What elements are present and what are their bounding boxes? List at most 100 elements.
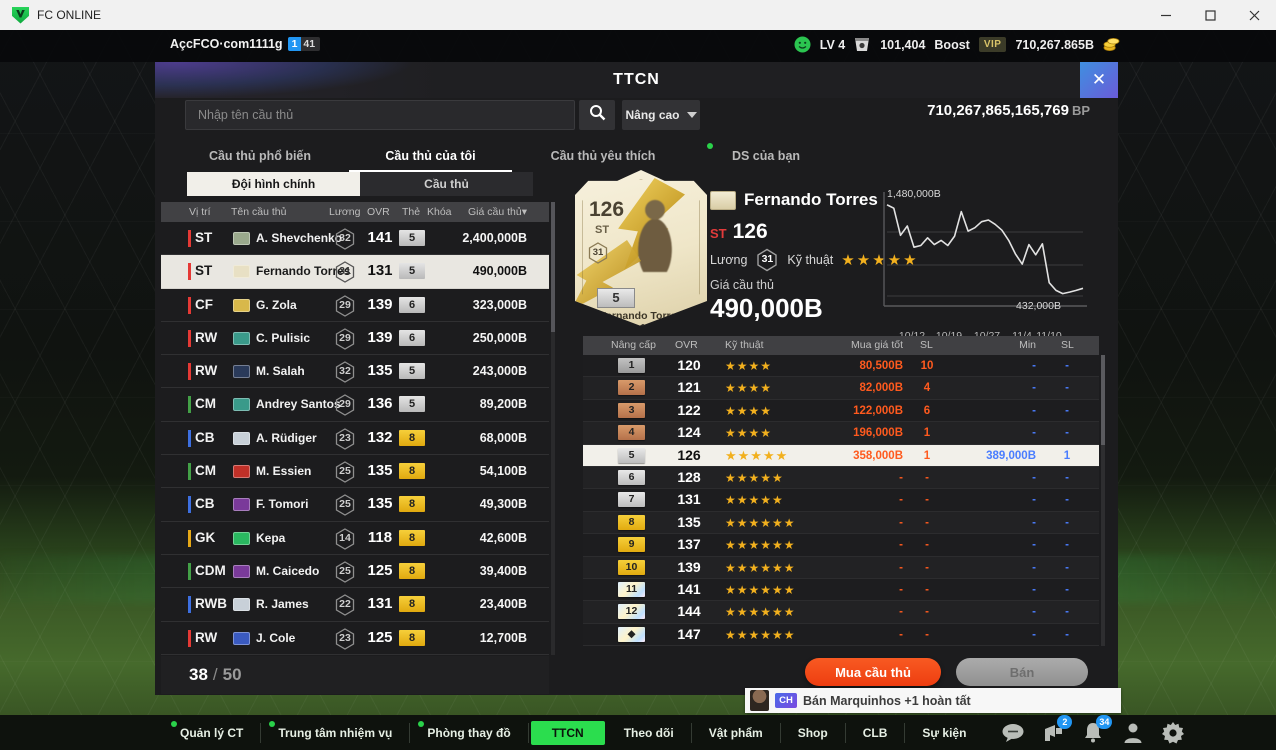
nav-item-vật-phẩm[interactable]: Vật phẩm <box>692 722 781 743</box>
card-border <box>582 179 700 316</box>
close-window-button[interactable] <box>1232 0 1276 30</box>
player-row[interactable]: CM Andrey Santos 29 136 5 89,200B <box>161 388 549 422</box>
card-level-badge: 8 <box>399 463 425 480</box>
advanced-filter-button[interactable]: Nâng cao <box>622 100 700 130</box>
sell-button[interactable]: Bán <box>956 658 1088 686</box>
subtab-2[interactable]: Cầu thủ <box>360 172 533 196</box>
player-table-scrollbar[interactable] <box>551 202 555 655</box>
tab-label: Cầu thủ yêu thích <box>550 149 656 163</box>
player-row[interactable]: CB F. Tomori 25 135 8 49,300B <box>161 488 549 522</box>
nav-item-theo-dõi[interactable]: Theo dõi <box>607 722 692 743</box>
tab-3[interactable]: Cầu thủ yêu thích <box>538 142 668 170</box>
upgrade-row[interactable]: 10 139 ★★★★★★ - - - - <box>583 556 1099 579</box>
chat-icon[interactable] <box>1001 721 1025 745</box>
player-name: F. Tomori <box>256 497 309 512</box>
card-level-badge: 6 <box>399 296 425 313</box>
player-row[interactable]: ST A. Shevchenko 32 141 5 2,400,000B <box>161 222 549 256</box>
min-price: - <box>1032 382 1036 395</box>
fc-points-value: 101,404 <box>880 37 926 52</box>
broadcast-icon[interactable]: 2 <box>1041 714 1073 745</box>
position-color-bar <box>188 296 191 314</box>
column-header[interactable]: Giá cầu thủ▾ <box>468 206 527 218</box>
settings-gear-icon[interactable] <box>1161 721 1185 745</box>
upgrade-row[interactable]: 5 126 ★★★★★ 358,000B 1 389,000B 1 <box>583 444 1099 467</box>
player-row[interactable]: GK Kepa 14 118 8 42,600B <box>161 521 549 555</box>
tab-1[interactable]: Cầu thủ phổ biến <box>185 142 335 170</box>
upgrade-row[interactable]: 12 144 ★★★★★★ - - - - <box>583 601 1099 624</box>
close-icon[interactable]: ✕ <box>1080 62 1118 98</box>
buy-player-button[interactable]: Mua cầu thủ <box>805 658 941 686</box>
notification-dot <box>418 720 425 727</box>
bell-icon[interactable]: 34 <box>1081 714 1113 745</box>
min-price: - <box>1032 404 1036 417</box>
nav-item-trung-tâm-nhiệm-vụ[interactable]: Trung tâm nhiệm vụ <box>261 720 411 743</box>
upgrade-row[interactable]: 11 141 ★★★★★★ - - - - <box>583 578 1099 602</box>
position-color-bar <box>188 529 191 547</box>
player-row[interactable]: RW J. Cole 23 125 8 12,700B <box>161 621 549 655</box>
maximize-button[interactable] <box>1188 0 1232 30</box>
player-row[interactable]: RW M. Salah 32 135 5 243,000B <box>161 355 549 389</box>
player-position: RWB <box>195 596 227 612</box>
notification-card-badge: CH <box>775 693 797 708</box>
boost-label[interactable]: Boost <box>934 37 970 52</box>
buy-quantity: 1 <box>923 427 931 440</box>
player-row[interactable]: RW C. Pulisic 29 139 6 250,000B <box>161 321 549 356</box>
upgrade-ovr: 135 <box>677 513 701 530</box>
profile-icon[interactable] <box>1121 721 1145 745</box>
card-wage-hexagon: 31 <box>587 242 609 264</box>
minimize-button[interactable] <box>1144 0 1188 30</box>
coins-icon <box>1103 36 1120 53</box>
player-ovr: 118 <box>367 528 393 546</box>
upgrade-table-scroll-thumb[interactable] <box>1101 355 1105 445</box>
balance-value: 710,267.865B <box>1015 37 1094 52</box>
upgrade-ovr: 147 <box>677 625 701 642</box>
upgrade-row[interactable]: 3 122 ★★★★ 122,000B 6 - - <box>583 399 1099 423</box>
transfer-market-modal: TTCN ✕ Nhập tên cầu thủ Nâng cao 710,267… <box>155 62 1118 695</box>
nav-item-ttcn[interactable]: TTCN <box>530 720 605 745</box>
subtab-1[interactable]: Đội hình chính <box>187 172 360 196</box>
card-type-icon <box>233 232 250 245</box>
nav-item-sự-kiện[interactable]: Sự kiện <box>905 723 983 743</box>
vip-badge[interactable]: VIP <box>978 37 1007 52</box>
upgrade-row[interactable]: 9 137 ★★★★★★ - - - - <box>583 534 1099 557</box>
card-type-icon <box>233 498 250 512</box>
player-row[interactable]: ST Fernando Torres 31 131 5 490,000B <box>161 255 549 289</box>
player-row[interactable]: CM M. Essien 25 135 8 54,100B <box>161 455 549 489</box>
player-table-scroll-thumb[interactable] <box>551 202 555 332</box>
min-quantity: - <box>1065 404 1069 417</box>
player-price: 12,700B <box>479 630 527 645</box>
position-color-bar <box>188 463 191 481</box>
upgrade-row[interactable]: 6 128 ★★★★★ - - - - <box>583 466 1099 490</box>
upgrade-level-badge: 1 <box>618 358 645 373</box>
best-buy-price: 82,000B <box>859 382 903 395</box>
player-row[interactable]: CDM M. Caicedo 25 125 8 39,400B <box>161 554 549 589</box>
nav-item-phòng-thay-đồ[interactable]: Phòng thay đồ <box>410 720 529 743</box>
nav-item-quản-lý-ct[interactable]: Quản lý CT <box>163 720 262 743</box>
player-position: CDM <box>195 562 226 578</box>
notification-toast[interactable]: CH Bán Marquinhos +1 hoàn tất <box>745 688 1121 713</box>
upgrade-row[interactable]: 2 121 ★★★★ 82,000B 4 - - <box>583 377 1099 400</box>
skill-stars: ★★★★★ <box>725 470 784 485</box>
nav-item-clb[interactable]: CLB <box>846 722 906 743</box>
upgrade-row[interactable]: 7 131 ★★★★★ - - - - <box>583 489 1099 512</box>
tab-2[interactable]: Cầu thủ của tôi <box>349 142 512 172</box>
player-ovr: 141 <box>367 229 393 246</box>
tab-label: DS của bạn <box>731 149 801 163</box>
tab-4[interactable]: DS của bạn <box>707 142 816 170</box>
player-row[interactable]: CB A. Rüdiger 23 132 8 68,000B <box>161 421 549 456</box>
upgrade-ovr: 144 <box>677 603 701 620</box>
upgrade-row[interactable]: 4 124 ★★★★ 196,000B 1 - - <box>583 422 1099 445</box>
player-row[interactable]: RWB R. James 22 131 8 23,400B <box>161 588 549 622</box>
player-row[interactable]: CF G. Zola 29 139 6 323,000B <box>161 288 549 322</box>
upgrade-row[interactable]: 1 120 ★★★★ 80,500B 10 - - <box>583 355 1099 378</box>
search-button[interactable] <box>579 100 615 130</box>
upgrade-table-scrollbar[interactable] <box>1101 355 1105 646</box>
buy-quantity: - <box>925 494 929 507</box>
upgrade-row[interactable]: 8 135 ★★★★★★ - - - - <box>583 511 1099 535</box>
nav-item-shop[interactable]: Shop <box>781 722 846 743</box>
player-price: 490,000B <box>472 264 527 279</box>
search-input[interactable]: Nhập tên cầu thủ <box>185 100 575 130</box>
player-price: 323,000B <box>472 297 527 312</box>
upgrade-row[interactable]: ◆ 147 ★★★★★★ - - - - <box>583 623 1099 647</box>
upgrade-ovr: 131 <box>677 491 701 508</box>
